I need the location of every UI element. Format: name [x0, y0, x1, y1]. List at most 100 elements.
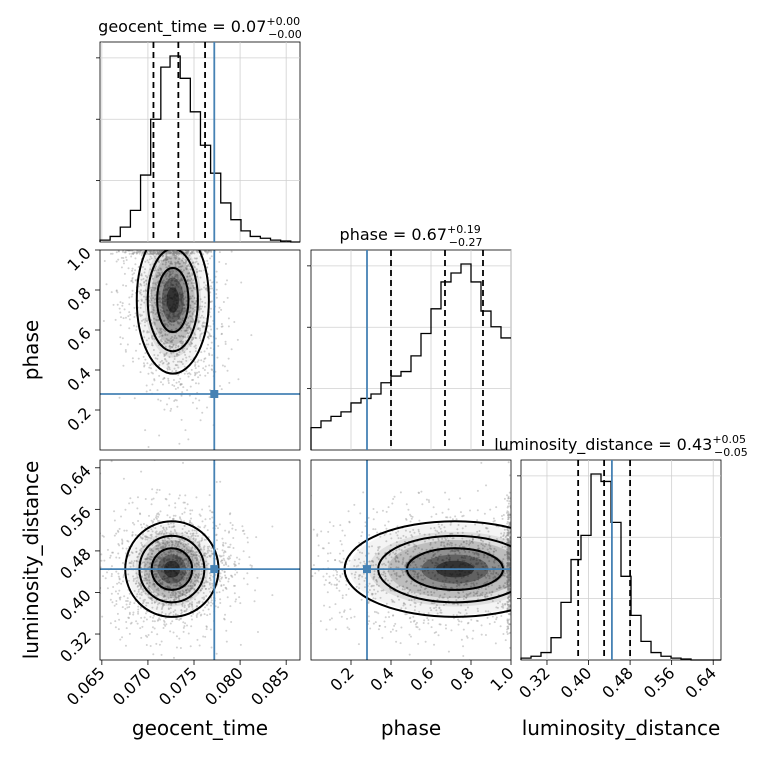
sample-point: [484, 593, 487, 596]
sample-point: [462, 556, 465, 559]
sample-point: [193, 583, 196, 586]
sample-point: [435, 604, 438, 607]
sample-point: [508, 593, 511, 596]
sample-point: [149, 537, 152, 540]
sample-point: [156, 603, 159, 606]
sample-point: [447, 553, 450, 556]
sample-point: [430, 593, 433, 596]
sample-point: [506, 528, 509, 531]
sample-point: [506, 580, 509, 583]
sample-point: [162, 604, 165, 607]
sample-point: [210, 285, 213, 288]
sample-point: [182, 621, 185, 624]
sample-point: [210, 554, 213, 557]
sample-point: [175, 252, 178, 255]
sample-point: [136, 622, 139, 625]
sample-point: [226, 369, 229, 372]
sample-point: [497, 602, 500, 605]
sample-point: [195, 250, 198, 253]
sample-point: [153, 354, 156, 357]
sample-point: [187, 603, 190, 606]
sample-point: [482, 566, 485, 569]
sample-point: [150, 553, 153, 556]
sample-point: [451, 573, 454, 576]
sample-point: [472, 551, 475, 554]
sample-point: [507, 533, 510, 536]
sample-point: [189, 279, 192, 282]
sample-point: [184, 258, 187, 261]
sample-point: [404, 563, 407, 566]
sample-point: [406, 550, 409, 553]
sample-point: [177, 261, 180, 264]
sample-point: [166, 272, 169, 275]
sample-point: [506, 607, 509, 610]
sample-point: [461, 569, 464, 572]
sample-point: [152, 583, 155, 586]
sample-point: [123, 308, 126, 311]
sample-point: [156, 556, 159, 559]
sample-point: [182, 302, 185, 305]
sample-point: [177, 260, 180, 263]
sample-point: [196, 612, 199, 615]
sample-point: [229, 512, 232, 515]
sample-point: [170, 251, 173, 254]
sample-point: [417, 642, 420, 645]
sample-point: [180, 519, 183, 522]
sample-point: [397, 575, 400, 578]
sample-point: [185, 577, 188, 580]
sample-point: [165, 553, 168, 556]
sample-point: [233, 592, 236, 595]
sample-point: [169, 257, 172, 260]
sample-point: [173, 306, 176, 309]
sample-point: [481, 523, 484, 526]
sample-point: [177, 595, 180, 598]
sample-point: [172, 303, 175, 306]
sample-point: [434, 574, 437, 577]
sample-point: [163, 284, 166, 287]
sample-point: [162, 259, 165, 262]
sample-point: [378, 624, 381, 627]
luminosity-distance-vs-geocent-time-panel: [99, 459, 301, 661]
sample-point: [507, 579, 510, 582]
sample-point: [178, 559, 181, 562]
sample-point: [210, 601, 213, 604]
sample-point: [178, 310, 181, 313]
sample-point: [166, 295, 169, 298]
sample-point: [507, 532, 510, 535]
sample-point: [142, 522, 145, 525]
sample-point: [197, 544, 200, 547]
sample-point: [172, 379, 175, 382]
sample-point: [189, 327, 192, 330]
sample-point: [175, 280, 178, 283]
sample-point: [163, 589, 166, 592]
sample-point: [508, 562, 511, 565]
sample-point: [195, 573, 198, 576]
sample-point: [221, 543, 224, 546]
sample-point: [238, 558, 241, 561]
sample-point: [173, 289, 176, 292]
sample-point: [159, 311, 162, 314]
sample-point: [158, 489, 161, 492]
sample-point: [170, 569, 173, 572]
sample-point: [142, 579, 145, 582]
sample-point: [177, 596, 180, 599]
sample-point: [402, 604, 405, 607]
sample-point: [204, 587, 207, 590]
sample-point: [101, 534, 104, 537]
sample-point: [167, 298, 170, 301]
sample-point: [196, 558, 199, 561]
sample-point: [324, 579, 327, 582]
sample-point: [180, 342, 183, 345]
sample-point: [187, 543, 190, 546]
sample-point: [506, 571, 509, 574]
sample-point: [183, 282, 186, 285]
sample-point: [174, 288, 177, 291]
sample-point: [176, 276, 179, 279]
sample-point: [377, 612, 380, 615]
sample-point: [160, 301, 163, 304]
sample-point: [177, 540, 180, 543]
sample-point: [195, 605, 198, 608]
sample-point: [488, 544, 491, 547]
sample-point: [450, 544, 453, 547]
sample-point: [485, 565, 488, 568]
